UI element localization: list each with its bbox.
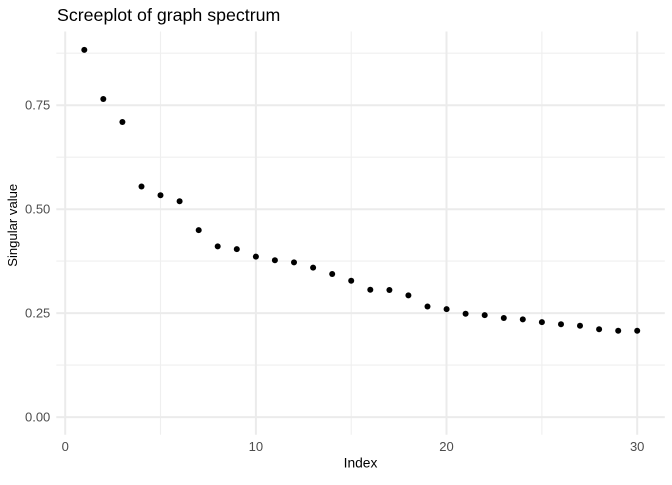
svg-text:0: 0 <box>62 439 69 454</box>
svg-text:Singular value: Singular value <box>5 184 20 267</box>
svg-text:20: 20 <box>439 439 453 454</box>
svg-text:Screeplot of graph spectrum: Screeplot of graph spectrum <box>57 5 280 25</box>
svg-text:Index: Index <box>344 456 378 471</box>
svg-text:0.75: 0.75 <box>25 98 50 113</box>
svg-text:0.50: 0.50 <box>25 202 50 217</box>
svg-text:0.25: 0.25 <box>25 306 50 321</box>
svg-text:0.00: 0.00 <box>25 410 50 425</box>
svg-text:30: 30 <box>630 439 644 454</box>
svg-text:10: 10 <box>249 439 263 454</box>
